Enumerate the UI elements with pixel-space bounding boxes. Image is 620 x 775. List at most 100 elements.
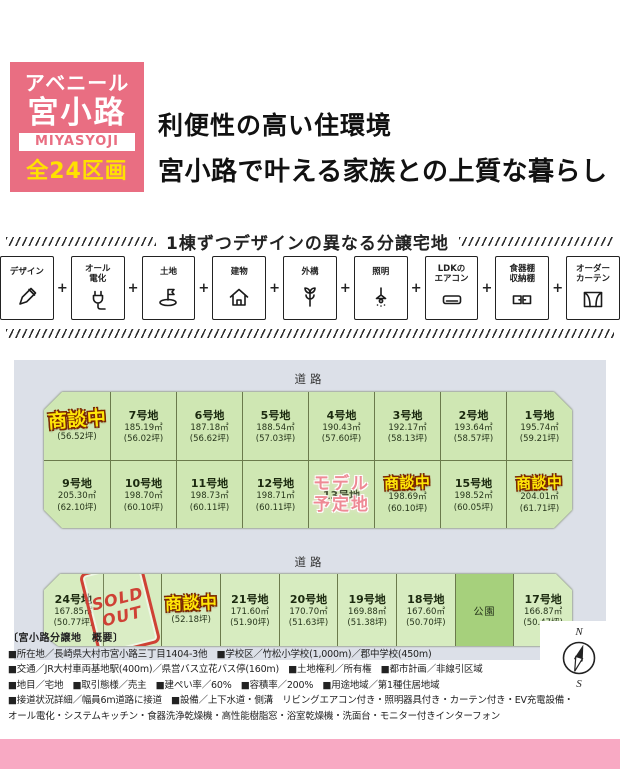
section-title: 1棟ずつデザインの異なる分譲宅地 <box>166 234 449 254</box>
lot-area-tsubo: (51.38坪) <box>347 618 387 628</box>
lot-area-m2: 170.70㎡ <box>289 606 328 617</box>
plus-separator: + <box>198 280 210 296</box>
lot-number: 21号地 <box>231 592 269 606</box>
feature-box: デザイン <box>0 256 54 320</box>
bottom-pink-bar <box>0 739 620 769</box>
lot-number: 11号地 <box>190 477 229 491</box>
lot-cell: 21号地 171.60㎡ (51.90坪) <box>220 574 279 646</box>
model-site-overlay: モデル 予定地 <box>309 461 374 528</box>
lot-cell: 15号地 198.52㎡ (60.05坪) <box>440 460 506 528</box>
lot-number: 10号地 <box>124 477 163 491</box>
headline: 利便性の高い住環境 宮小路で叶える家族との上質な暮らし <box>158 106 607 188</box>
lot-area-m2: 171.60㎡ <box>230 606 269 617</box>
feature-row: デザイン + オール 電化 + 土地 + 建物 + 外構 + 照明 + LDKの エアコン + 食器棚 収納… <box>0 256 620 320</box>
lot-area-tsubo: (51.90坪) <box>230 618 270 628</box>
site-map: 道路 商談中 (56.52坪) 7号地 185.19㎡ (56.02坪) 6号地 187.1… <box>14 360 606 660</box>
lot-area-m2: 187.18㎡ <box>190 422 229 433</box>
summary-line: ■地目／宅地 ■取引態様／売主 ■建ぺい率／60% ■容積率／200% ■用途地… <box>8 679 440 691</box>
pendant-light-icon <box>369 285 393 309</box>
lot-area-m2: 193.64㎡ <box>454 422 493 433</box>
brand-romaji: MIYASYOJI <box>19 133 135 152</box>
lot-cell: 18号地 167.60㎡ (50.70坪) <box>396 574 455 646</box>
lot-cell: 3号地 192.17㎡ (58.13坪) <box>374 392 440 460</box>
lot-area-m2: 198.70㎡ <box>124 491 163 502</box>
lot-number: 13号地 <box>322 488 361 502</box>
lot-area-m2: 205.30㎡ <box>57 491 97 502</box>
lot-area-m2: 198.71㎡ <box>256 491 295 502</box>
lot-area-tsubo: (56.02坪) <box>123 434 164 444</box>
lot-cell: SOLD OUT <box>103 574 162 646</box>
lot-cell: 24号地 167.85㎡ (50.77坪) <box>44 574 103 646</box>
lot-area-m2: 204.01㎡ <box>520 492 559 503</box>
summary-line: ■所在地／長崎県大村市宮小路三丁目1404-3他 ■学校区／竹松小学校(1,00… <box>8 649 432 660</box>
hatch-decoration-right <box>458 237 614 246</box>
lot-cell: 商談中 204.01㎡ (61.71坪) <box>506 460 572 528</box>
feature-box: 照明 <box>353 256 408 320</box>
brand-name-line1: アベニール <box>24 71 130 95</box>
lot-area-tsubo: (61.71坪) <box>519 503 560 514</box>
lot-number: 9号地 <box>62 477 92 491</box>
lot-number: 20号地 <box>289 592 328 606</box>
property-summary: 〔宮小路分譲地 概要〕 ■所在地／長崎県大村市宮小路三丁目1404-3他 ■学校… <box>8 629 574 724</box>
brand-total-units: 全24区画 <box>26 159 128 185</box>
air-conditioner-icon <box>440 288 464 312</box>
lot-cell: 20号地 170.70㎡ (51.63坪) <box>279 574 338 646</box>
status-stamp-negotiating: 商談中 <box>47 407 107 434</box>
feature-label: オール 電化 <box>84 263 111 284</box>
feature-label: オーダー カーテン <box>576 263 611 284</box>
lot-area-tsubo: (57.03坪) <box>255 434 296 444</box>
lot-cell: 9号地 205.30㎡ (62.10坪) <box>44 460 110 528</box>
lot-row-2: 9号地 205.30㎡ (62.10坪) 10号地 198.70㎡ (60.10坪) 11号… <box>44 460 572 528</box>
lot-area-tsubo: (57.60坪) <box>321 434 362 444</box>
lot-area-m2: 198.73㎡ <box>190 491 229 502</box>
summary-heading: 〔宮小路分譲地 概要〕 <box>8 633 124 644</box>
headline-line1: 利便性の高い住環境 <box>158 113 393 140</box>
plug-icon <box>86 288 110 312</box>
lot-block-north: 商談中 (56.52坪) 7号地 185.19㎡ (56.02坪) 6号地 187.18㎡(… <box>44 392 572 528</box>
brand-name-line2: 宮小路 <box>27 95 127 131</box>
plus-separator: + <box>410 280 422 296</box>
feature-label: デザイン <box>9 266 44 277</box>
lot-cell: 5号地 188.54㎡ (57.03坪) <box>242 392 308 460</box>
lot-cell: 10号地 198.70㎡ (60.10坪) <box>110 460 176 528</box>
lot-cell: 商談中 (56.52坪) <box>44 392 110 460</box>
lot-number: 3号地 <box>392 408 423 422</box>
lot-area-tsubo: (56.62坪) <box>189 434 230 444</box>
curtain-icon <box>581 288 605 312</box>
hatch-decoration-bottom <box>6 329 614 338</box>
lot-area-m2: 166.87㎡ <box>524 606 563 617</box>
status-stamp-negotiating: 商談中 <box>383 473 432 494</box>
feature-label: LDKの エアコン <box>434 263 469 284</box>
headline-line2: 宮小路で叶える家族との上質な暮らし <box>158 157 608 186</box>
lot-area-m2: 195.74㎡ <box>520 422 559 433</box>
plus-separator: + <box>269 280 281 296</box>
feature-box: 建物 <box>212 256 267 320</box>
lot-number: 1号地 <box>524 408 555 422</box>
feature-label: 外構 <box>301 266 319 277</box>
lot-number: 6号地 <box>194 408 225 422</box>
lot-area-tsubo: (52.18坪) <box>171 614 211 625</box>
summary-line: オール電化・システムキッチン・食器洗浄乾燥機・高性能樹脂窓・浴室乾燥機・洗面台・… <box>8 710 501 722</box>
compass-north-label: N <box>574 626 583 638</box>
lot-area-tsubo: (59.21坪) <box>519 434 560 444</box>
feature-label: 建物 <box>230 266 248 277</box>
feature-box: 食器棚 収納棚 <box>495 256 550 320</box>
lot-area-tsubo: (50.70坪) <box>406 618 446 628</box>
plus-separator: + <box>339 280 351 296</box>
lot-cell: 19号地 169.88㎡ (51.38坪) <box>337 574 396 646</box>
brand-box: アベニール 宮小路 MIYASYOJI 全24区画 <box>10 62 144 192</box>
lot-number: 24号地 <box>54 592 92 606</box>
land-flag-icon <box>156 285 180 309</box>
lot-cell: 2号地 193.64㎡ (58.57坪) <box>440 392 506 460</box>
feature-label: 食器棚 収納棚 <box>509 263 536 284</box>
lot-area-tsubo: (51.63坪) <box>288 618 329 628</box>
lot-cell: 商談中 (52.18坪) <box>161 574 220 646</box>
lot-cell: 4号地 190.43㎡ (57.60坪) <box>308 392 374 460</box>
lot-area-m2: 190.43㎡ <box>322 422 361 433</box>
plus-separator: + <box>481 280 493 296</box>
feature-box: LDKの エアコン <box>424 256 479 320</box>
lot-area-tsubo: (60.05坪) <box>453 502 494 513</box>
lot-area-tsubo: (60.11坪) <box>255 502 296 513</box>
lot-area-tsubo: (58.13坪) <box>387 434 428 444</box>
road-label-middle: 道路 <box>294 555 326 569</box>
